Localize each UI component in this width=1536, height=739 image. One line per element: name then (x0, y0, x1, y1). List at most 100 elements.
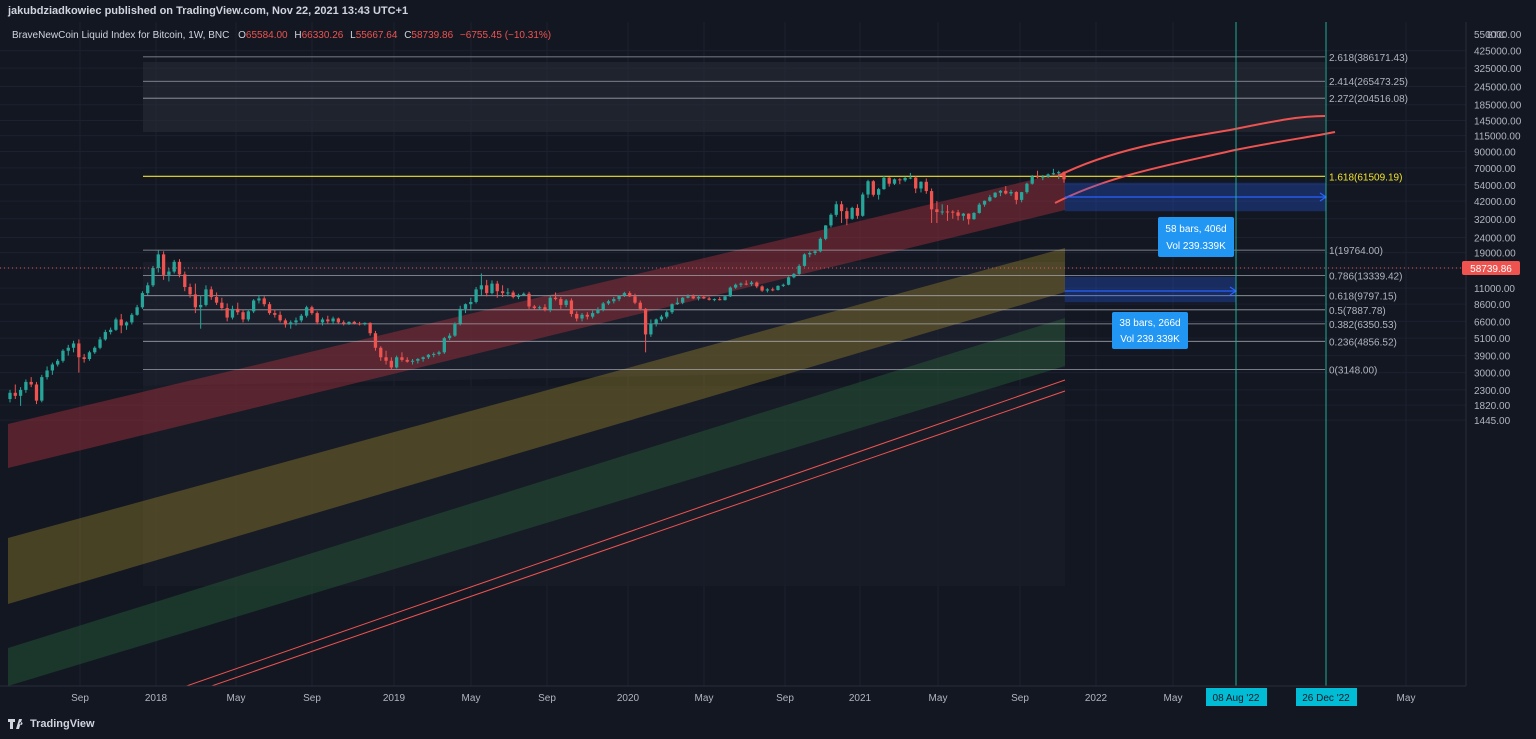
y-tick-label: 115000.00 (1474, 132, 1521, 143)
candle-body (670, 304, 674, 313)
candle-body (389, 360, 393, 368)
candle-body (326, 319, 330, 322)
candle-body (771, 289, 775, 291)
measure-box-lower[interactable] (1064, 276, 1237, 303)
candle-body (474, 289, 478, 302)
y-tick-label: 32000.00 (1474, 215, 1516, 226)
price-axis[interactable]: 550000.00 425000.00 325000.00 245000.00 1850… (1474, 30, 1522, 427)
candle-body (442, 338, 446, 353)
candle-body (257, 298, 261, 301)
candle-body (357, 323, 362, 325)
candle-body (352, 321, 356, 324)
fib-zone-upper (143, 62, 1325, 132)
candle-body (188, 287, 192, 295)
candle-body (1046, 174, 1050, 177)
x-tick-label: 2019 (383, 693, 406, 704)
candle-body (447, 335, 452, 339)
candle-body (744, 283, 748, 285)
candle-body (273, 313, 277, 315)
candle-body (982, 200, 987, 205)
candle-body (1057, 172, 1061, 174)
candle-body (34, 384, 39, 401)
candle-body (432, 353, 436, 355)
candle-body (564, 300, 568, 305)
candle-body (220, 302, 224, 309)
candle-body (177, 261, 182, 275)
candle-body (993, 192, 997, 198)
candle-body (1009, 192, 1013, 194)
x-tick-label: 2021 (849, 693, 872, 704)
candle-body (749, 282, 754, 285)
y-tick-label: 3000.00 (1474, 369, 1511, 380)
y-tick-label: 3900.00 (1474, 352, 1511, 363)
measure-upper-bars: 58 bars, 406d (1165, 224, 1226, 235)
candle-body (765, 289, 770, 291)
candle-body (87, 352, 92, 360)
fib-label: 0.786(13339.42) (1329, 272, 1402, 283)
candle-body (961, 213, 966, 216)
y-tick-label: 8600.00 (1474, 300, 1511, 311)
measure-upper-vol: Vol 239.339K (1166, 241, 1226, 252)
measure-label-lower[interactable]: 38 bars, 266d Vol 239.339K (1112, 312, 1188, 349)
candle-body (855, 207, 860, 216)
candle-body (919, 181, 923, 189)
svg-text:BraveNewCoin Liquid Index for: BraveNewCoin Liquid Index for Bitcoin, 1… (12, 30, 551, 41)
candle-body (527, 293, 531, 307)
candle-body (140, 293, 145, 308)
y-tick-label: 24000.00 (1474, 233, 1516, 244)
x-tick-label: 2022 (1085, 693, 1108, 704)
legend-open: 65584.00 (246, 30, 288, 41)
candle-body (808, 252, 812, 255)
fib-label: 0.5(7887.78) (1329, 306, 1386, 317)
candle-body (967, 213, 971, 220)
vmarker-aug22-badge: 08 Aug '22 (1206, 688, 1267, 706)
candle-body (236, 308, 240, 313)
x-tick-label: May (929, 693, 948, 704)
x-tick-label: May (695, 693, 714, 704)
y-tick-label: 6600.00 (1474, 317, 1511, 328)
candle-body (98, 339, 102, 348)
candle-body (156, 254, 160, 269)
y-tick-label: 5100.00 (1474, 334, 1511, 345)
candle-body (606, 301, 611, 304)
projection-curve-lower (1054, 131, 1336, 204)
candle-body (395, 357, 399, 368)
candle-body (924, 181, 928, 192)
measure-label-upper[interactable]: 58 bars, 406d Vol 239.339K (1158, 217, 1234, 257)
candle-body (304, 307, 309, 316)
candle-body (659, 316, 664, 320)
y-tick-label: 90000.00 (1474, 148, 1516, 159)
candle-body (135, 307, 139, 315)
candle-body (262, 298, 266, 305)
time-axis[interactable]: Sep 2018 May Sep 2019 May Sep 2020 May Sep 2021 May… (71, 693, 1415, 704)
candle-body (342, 322, 346, 324)
y-tick-label: 425000.00 (1474, 47, 1522, 58)
legend-high: 66330.26 (302, 30, 344, 41)
candle-body (506, 292, 510, 294)
candle-body (988, 197, 992, 201)
candle-body (1041, 176, 1045, 178)
candle-body (511, 292, 515, 298)
candle-body (1030, 176, 1034, 184)
fib-label: 2.414(265473.25) (1329, 77, 1408, 88)
candle-body (479, 285, 484, 290)
fib-retracement[interactable]: 2.618(386171.43) 2.414(265473.25) 2.272(20… (143, 53, 1408, 377)
candle-body (1051, 173, 1056, 175)
y-tick-label: 1820.00 (1474, 401, 1511, 412)
candle-body (702, 297, 706, 299)
support-line-1 (184, 379, 1066, 686)
candle-body (13, 392, 17, 396)
candle-body (824, 225, 828, 239)
candle-body (622, 293, 627, 296)
candle-body (797, 265, 801, 274)
candle-body (400, 357, 404, 360)
candle-body (161, 254, 166, 275)
candle-body (421, 357, 425, 360)
candle-body (199, 304, 203, 308)
candle-body (66, 347, 70, 351)
last-price-badge: 58739.86 (1462, 261, 1520, 275)
channel-band-red (8, 172, 1065, 468)
candle-body (532, 306, 536, 309)
candle-body (251, 300, 256, 312)
price-chart[interactable]: 2.618(386171.43) 2.414(265473.25) 2.272(20… (0, 22, 1536, 712)
